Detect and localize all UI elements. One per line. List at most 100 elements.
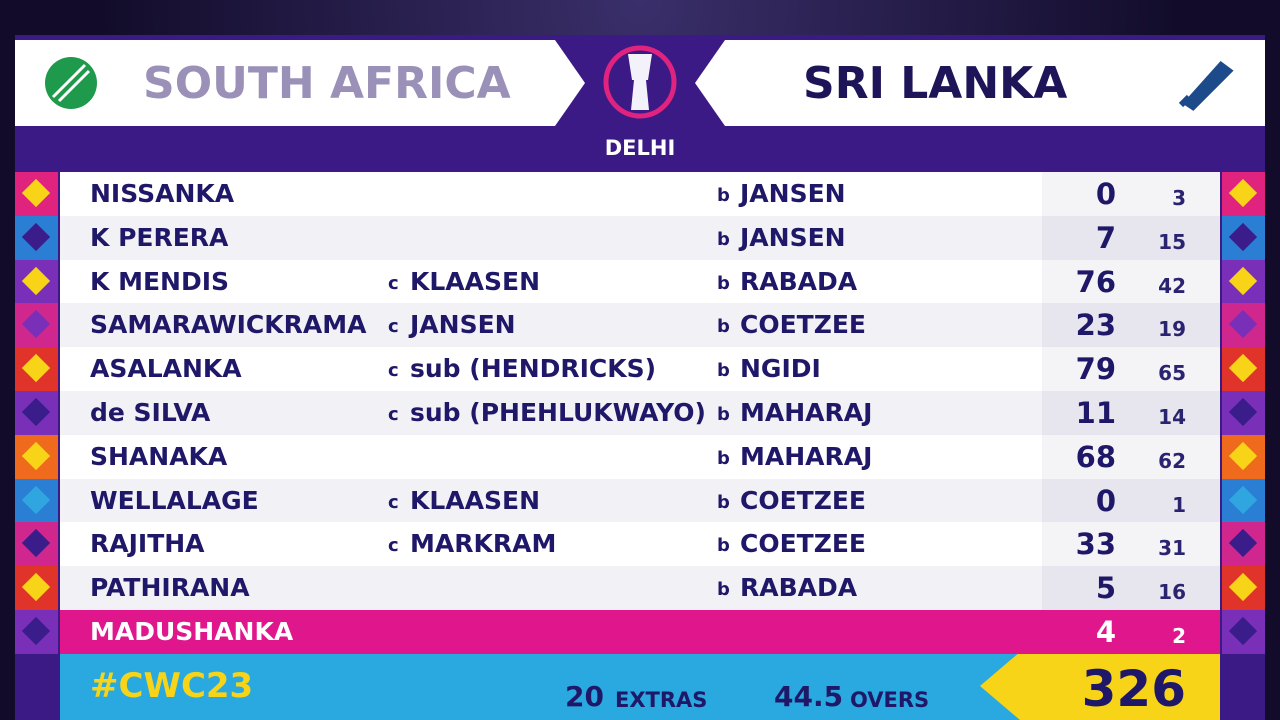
extras-label: EXTRAS [615,688,708,712]
runs-column [1042,434,1220,479]
decor-icon [21,354,51,383]
bowler: MAHARAJ [740,441,873,471]
venue: DELHI [604,136,676,160]
batter: SAMARAWICKRAMA [90,310,367,340]
side-decor [1222,347,1265,392]
decor-icon [1228,573,1258,602]
side-decor [15,215,58,260]
runs: 5 [1095,571,1116,606]
side-decor [1222,522,1265,567]
balls: 19 [1158,317,1186,342]
runs-column [1042,478,1220,523]
balls: 62 [1158,448,1186,473]
runs: 76 [1075,264,1116,299]
decor-icon [1228,441,1258,470]
extras-value: 20 [565,680,604,713]
caught-prefix: c [388,272,399,294]
side-decor [15,347,58,392]
runs: 79 [1075,352,1116,387]
runs-column [1042,522,1220,567]
balls: 16 [1158,580,1186,605]
bowler: COETZEE [740,485,867,515]
score-row: K PERERA b JANSEN 7 15 [60,215,1220,260]
bowler: RABADA [740,573,858,603]
score-row: NISSANKA b JANSEN 0 3 [60,172,1220,216]
decor-icon [21,441,51,470]
runs: 33 [1075,527,1116,562]
fielder: JANSEN [410,310,516,340]
ball-icon [45,57,97,109]
batter: de SILVA [90,398,211,427]
score-row: ASALANKA c sub (HENDRICKS) b NGIDI 79 65 [60,347,1220,392]
decor-icon [21,222,51,251]
score-row: SHANAKA b MAHARAJ 68 62 [60,434,1220,479]
caught-prefix: c [388,535,399,557]
overs-value: 44.5 [774,680,844,713]
runs: 23 [1075,308,1116,343]
side-decor [1222,172,1265,216]
fielder: sub (HENDRICKS) [410,354,657,384]
total: 326 [1081,660,1186,718]
runs-column [1042,303,1220,348]
bowler: RABADA [740,266,858,296]
decor-icon [1228,266,1258,295]
bowled-prefix: b [717,316,730,338]
score-row: K MENDIS c KLAASEN b RABADA 76 42 [60,259,1220,304]
caught-prefix: c [388,316,399,338]
team-right-bar: SRI LANKA [695,40,1265,126]
runs: 0 [1095,483,1116,518]
bowled-prefix: b [717,360,730,382]
balls: 1 [1172,492,1186,517]
decor-icon [21,573,51,602]
balls: 42 [1158,273,1186,298]
bowled-prefix: b [717,228,730,250]
side-decor [15,566,58,611]
side-decor [1222,610,1265,654]
bowled-prefix: b [717,491,730,513]
side-decor [15,172,58,216]
batter: MADUSHANKA [90,617,294,646]
bowler: JANSEN [740,179,846,208]
side-decor [1222,303,1265,348]
decor-icon [1228,310,1258,339]
runs-column [1042,610,1220,654]
side-decor [15,478,58,523]
bowled-prefix: b [717,404,730,425]
runs: 7 [1095,220,1116,255]
runs-column [1042,391,1220,435]
balls: 15 [1158,229,1186,254]
score-row: PATHIRANA b RABADA 5 16 [60,566,1220,611]
runs-column [1042,215,1220,260]
decor-icon [21,266,51,295]
runs: 68 [1075,439,1116,474]
decor-icon [1228,178,1258,208]
decor-icon [1228,354,1258,383]
caught-prefix: c [388,491,399,513]
runs-column [1042,259,1220,304]
score-row: WELLALAGE c KLAASEN b COETZEE 0 1 [60,478,1220,523]
team-left: SOUTH AFRICA [143,57,511,109]
side-decor [15,391,58,435]
fielder: KLAASEN [410,266,541,296]
batter: K PERERA [90,222,229,252]
bowler: COETZEE [740,310,867,340]
batter: ASALANKA [90,354,242,384]
batter: RAJITHA [90,529,205,559]
decor-icon [1228,616,1258,646]
balls: 31 [1158,536,1186,561]
balls: 65 [1158,361,1186,386]
decor-icon [21,397,51,427]
fielder: MARKRAM [410,529,557,559]
decor-icon [1228,485,1258,514]
runs: 4 [1095,615,1116,649]
bowler: COETZEE [740,529,867,559]
fielder: sub (PHEHLUKWAYO) [410,398,706,427]
batter: PATHIRANA [90,573,250,603]
side-decor [15,259,58,304]
side-decor [1222,478,1265,523]
batter: K MENDIS [90,266,230,296]
bowler: JANSEN [740,222,846,252]
decor-icon [1228,397,1258,427]
score-row: MADUSHANKA 4 2 [60,610,1220,654]
